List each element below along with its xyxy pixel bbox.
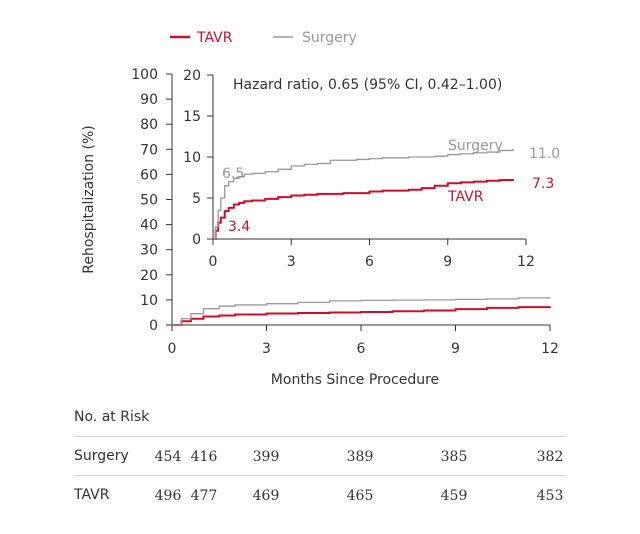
inset-y-tick-label: 5 <box>192 191 201 207</box>
x-tick-label: 0 <box>168 341 177 357</box>
series-line-tavr <box>172 306 551 326</box>
inset-panel: 0 5 10 15 20 0 3 6 9 12 Hazard ratio, 0.65 (95% CI… <box>183 67 560 270</box>
legend: TAVR Surgery <box>170 30 357 46</box>
inset-series-line-surgery <box>213 148 514 240</box>
legend-label-surgery: Surgery <box>302 30 357 46</box>
risk-cell: 453 <box>536 488 564 504</box>
inset-x-tick-label: 0 <box>209 254 218 270</box>
inset-x-tick-label: 3 <box>287 254 296 270</box>
inset-y-tick-label: 20 <box>183 68 201 84</box>
y-tick-label: 10 <box>140 293 158 309</box>
risk-row-surgery: Surgery 454 416 399 389 385 382 <box>74 436 566 475</box>
risk-table: No. at Risk Surgery 454 416 399 389 385 … <box>74 398 566 514</box>
risk-cell: 454 <box>154 449 182 465</box>
inset-data-label: 11.0 <box>529 146 560 162</box>
x-tick-label: 9 <box>451 341 460 357</box>
risk-cell: 416 <box>190 449 218 465</box>
series-line-surgery <box>172 297 551 326</box>
inset-x-tick-label: 9 <box>443 254 452 270</box>
risk-cell: 399 <box>252 449 280 465</box>
y-tick-label: 20 <box>140 268 158 284</box>
risk-cell: 459 <box>440 488 468 504</box>
legend-label-tavr: TAVR <box>196 30 233 46</box>
inset-series-line-tavr <box>213 178 514 240</box>
inset-y-tick-label: 0 <box>192 232 201 248</box>
y-tick-label: 0 <box>149 318 158 334</box>
risk-cell: 469 <box>252 488 280 504</box>
risk-cell: 496 <box>154 488 182 504</box>
risk-cell: 389 <box>346 449 374 465</box>
inset-x-tick-label: 6 <box>365 254 374 270</box>
y-tick-label: 50 <box>140 193 158 209</box>
x-axis-title: Months Since Procedure <box>271 372 439 388</box>
risk-cell: 382 <box>536 449 564 465</box>
hazard-ratio-annotation: Hazard ratio, 0.65 (95% CI, 0.42–1.00) <box>233 77 502 93</box>
y-tick-label: 90 <box>140 92 158 108</box>
inset-y-tick-label: 10 <box>183 150 201 166</box>
x-tick-label: 12 <box>541 341 559 357</box>
inset-data-label: 6.5 <box>222 166 244 182</box>
risk-table-title: No. at Risk <box>74 409 150 425</box>
risk-row-label: TAVR <box>74 487 110 503</box>
risk-cell: 385 <box>440 449 468 465</box>
x-tick-label: 6 <box>357 341 366 357</box>
y-tick-label: 60 <box>140 167 158 183</box>
inset-y-tick-label: 15 <box>183 109 201 125</box>
risk-row-tavr: TAVR 496 477 469 465 459 453 <box>74 475 566 514</box>
y-tick-label: 30 <box>140 243 158 259</box>
inset-x-tick-label: 12 <box>517 254 535 270</box>
risk-cell: 465 <box>346 488 374 504</box>
x-tick-label: 3 <box>262 341 271 357</box>
y-tick-label: 40 <box>140 218 158 234</box>
y-axis-title: Rehospitalization (%) <box>81 125 97 274</box>
inset-data-label: 3.4 <box>228 219 250 235</box>
risk-row-label: Surgery <box>74 448 129 464</box>
inset-data-label: Surgery <box>448 138 503 154</box>
inset-data-label: 7.3 <box>532 176 554 192</box>
risk-cell: 477 <box>190 488 218 504</box>
y-tick-label: 70 <box>140 142 158 158</box>
y-tick-label: 80 <box>140 117 158 133</box>
inset-data-label: TAVR <box>447 189 484 205</box>
y-tick-label: 100 <box>131 67 158 83</box>
inset-background <box>183 67 536 267</box>
